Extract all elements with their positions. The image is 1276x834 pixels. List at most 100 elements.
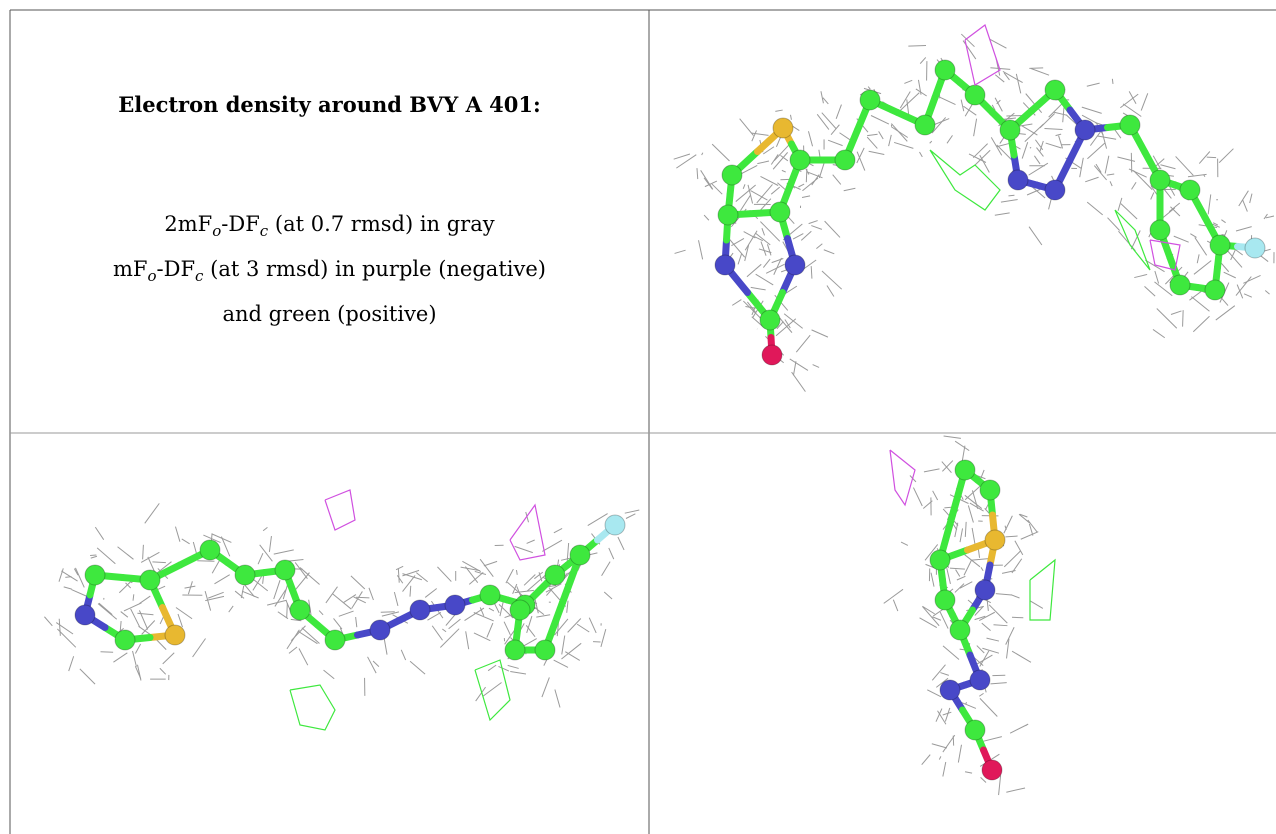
density-mesh [526,574,546,592]
density-mesh [1150,192,1155,200]
density-mesh [899,92,920,112]
density-mesh [954,583,965,593]
atom [929,549,951,571]
atom [199,539,221,561]
density-mesh [58,618,61,636]
density-mesh [744,244,750,262]
density-mesh [396,575,404,584]
density-mesh [498,666,510,672]
density-mesh [1111,78,1114,85]
atom [717,204,739,226]
density-mesh [487,664,497,672]
atom [1044,79,1066,101]
density-mesh [1028,162,1049,176]
density-mesh [823,249,835,255]
density-mesh [762,258,771,268]
density-mesh [617,536,625,551]
density-mesh [113,652,128,663]
density-mesh [994,74,1005,83]
density-mesh [123,602,142,612]
density-mesh [1081,106,1102,114]
density-mesh [204,590,212,611]
density-mesh [479,607,485,616]
density-mesh [1191,296,1210,312]
density-mesh [1170,310,1182,315]
density-mesh [868,150,885,155]
density-mesh [564,572,568,577]
density-mesh [711,143,730,162]
density-mesh [1093,165,1107,181]
density-mesh [98,602,113,616]
atom [964,719,986,741]
density-mesh [989,38,1007,49]
density-mesh [927,689,942,698]
density-mesh [1039,140,1044,152]
atom [784,254,806,276]
subscript: o [212,222,222,241]
atom [444,594,466,616]
density-mesh [1212,223,1220,228]
density-mesh [676,154,697,169]
atom [761,344,783,366]
density-mesh [526,539,535,544]
density-mesh [205,595,225,602]
density-mesh [696,168,699,180]
atom [1044,179,1066,201]
density-mesh [273,549,294,555]
density-mesh [1014,540,1024,556]
density-mesh [132,650,137,667]
density-mesh [1019,513,1028,518]
density-mesh [935,677,949,688]
density-mesh [795,334,811,353]
density-mesh [1120,203,1138,220]
density-mesh [978,692,984,697]
density-mesh [545,583,562,593]
density-mesh [919,151,923,158]
density-mesh [891,126,909,138]
density-mesh [807,131,814,147]
density-mesh [483,560,498,567]
density-mesh [1026,188,1041,196]
density-mesh [843,187,856,192]
density-mesh [402,575,416,592]
atom [939,679,961,701]
density-mesh [415,572,428,583]
density-mesh [792,125,800,131]
molecules [44,33,1275,796]
density-mesh [486,622,494,638]
density-mesh [1044,128,1063,130]
positive-mesh [929,149,1001,211]
density-mesh [73,568,79,576]
density-mesh [395,565,404,571]
atom [974,579,996,601]
density-mesh [904,79,913,84]
density-mesh [924,544,939,561]
density-mesh [727,237,746,258]
density-mesh [397,568,400,583]
atom [74,604,96,626]
density-mesh [1131,181,1137,190]
density-mesh [940,672,949,676]
density-mesh [120,611,129,618]
atom [1074,119,1096,141]
density-mesh [979,154,990,173]
density-mesh [775,135,782,148]
density-mesh [775,318,797,337]
density-mesh [824,220,841,238]
density-mesh [919,617,938,629]
density-mesh [565,651,581,661]
density-mesh [931,117,947,134]
density-mesh [132,594,135,601]
density-mesh [1243,293,1253,298]
density-mesh [932,490,939,501]
atom [1007,169,1029,191]
density-mesh [1198,151,1211,164]
density-mesh [856,151,866,171]
density-mesh [1025,93,1043,114]
density-mesh [1058,135,1064,149]
density-mesh [973,118,978,137]
density-mesh [932,616,942,621]
density-mesh [1029,600,1044,609]
density-mesh [1027,519,1038,533]
density-mesh [61,570,78,582]
